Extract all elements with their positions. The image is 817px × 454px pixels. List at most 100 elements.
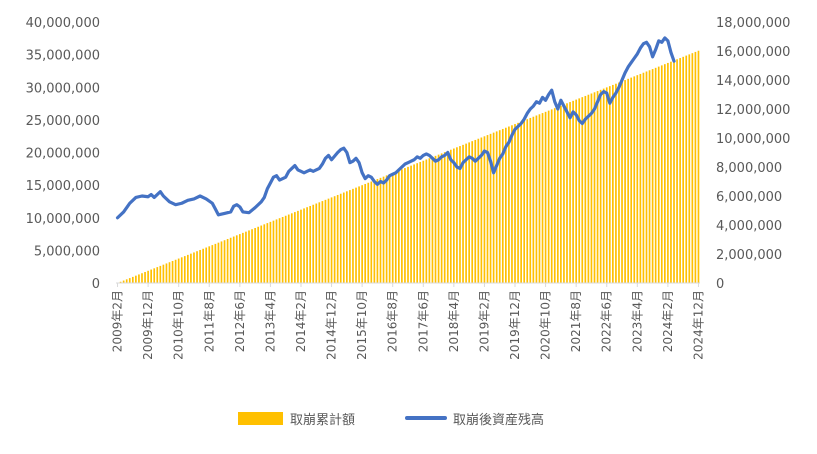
bar [523, 120, 526, 284]
y-right-tick-label: 10,000,000 [716, 132, 790, 147]
bar [141, 273, 143, 283]
bar [119, 281, 122, 283]
bar [232, 236, 235, 283]
bar [630, 77, 633, 283]
bar [397, 170, 400, 283]
y-left-tick-label: 0 [92, 277, 100, 292]
bar [437, 154, 440, 283]
bar [303, 208, 305, 283]
bar [544, 111, 547, 283]
bar [492, 132, 495, 283]
bar [352, 188, 354, 283]
bar [480, 137, 483, 283]
bar [211, 245, 214, 283]
bar [413, 164, 415, 283]
bar [621, 81, 623, 284]
bar [407, 166, 409, 283]
bar [410, 165, 412, 283]
bar [636, 75, 639, 283]
bar [474, 139, 477, 283]
x-tick-label: 2011年8月 [202, 290, 216, 352]
legend-swatch-cumulative [238, 412, 283, 425]
bar [248, 230, 250, 283]
x-tick-label: 2024年2月 [661, 290, 675, 352]
bar [324, 199, 327, 283]
bar [489, 133, 492, 283]
bar [541, 113, 544, 283]
y-left-tick-label: 30,000,000 [26, 81, 100, 96]
legend: 取崩累計額 取崩後資産残高 [238, 412, 544, 428]
bar [608, 86, 611, 283]
bar [428, 158, 431, 283]
y-right-tick-label: 18,000,000 [716, 16, 790, 31]
bar [550, 109, 553, 283]
bar [367, 182, 370, 283]
x-tick-label: 2009年2月 [111, 290, 125, 352]
axis-layer: 0 5,000,000 10,000,000 15,000,000 20,000,000… [26, 16, 791, 360]
bar [391, 172, 394, 283]
bar [168, 262, 171, 283]
bar [520, 121, 522, 284]
bar [563, 104, 565, 283]
bar [664, 64, 666, 283]
bar [321, 201, 324, 283]
bar [171, 260, 174, 283]
bar [422, 160, 425, 283]
bar [135, 275, 137, 283]
bar [593, 92, 596, 283]
bar [364, 183, 367, 283]
bar [697, 50, 700, 284]
y-right-tick-label: 4,000,000 [716, 219, 782, 234]
bar [596, 91, 599, 283]
line-layer [115, 36, 676, 220]
y-right-tick-label: 14,000,000 [716, 74, 790, 89]
bar [358, 186, 360, 283]
bar [648, 70, 651, 284]
bar [654, 67, 657, 283]
bar [196, 251, 198, 283]
x-tick-label: 2023年4月 [630, 290, 644, 352]
bar [361, 185, 363, 283]
bar [306, 207, 308, 283]
bar [190, 253, 192, 283]
bar [566, 103, 568, 283]
bar [514, 124, 516, 283]
bar [294, 212, 296, 283]
bar [177, 258, 180, 283]
bar [526, 119, 529, 283]
bar [651, 69, 654, 283]
bar [275, 219, 278, 283]
bar [446, 150, 449, 283]
bar [440, 153, 443, 283]
bar [355, 187, 357, 283]
bar [465, 143, 467, 283]
bar [315, 203, 318, 283]
bar [205, 247, 208, 283]
bar [419, 161, 422, 283]
bar [498, 130, 501, 283]
bar [312, 204, 315, 283]
bar [202, 248, 204, 283]
bar [125, 279, 128, 283]
y-left-tick-label: 20,000,000 [26, 147, 100, 162]
y-left-tick-label: 15,000,000 [26, 179, 100, 194]
y-left-tick-label: 40,000,000 [26, 16, 100, 31]
legend-label-balance: 取崩後資産残高 [453, 412, 544, 428]
bar [131, 276, 134, 283]
x-tick-label: 2022年6月 [600, 290, 614, 352]
bar [330, 197, 333, 283]
bar [660, 65, 663, 283]
bar [547, 110, 550, 284]
bar [217, 242, 220, 283]
bar [379, 177, 382, 283]
bar [229, 237, 232, 283]
x-tick-label: 2021年8月 [569, 290, 583, 352]
bar [508, 126, 510, 283]
bar [688, 54, 691, 283]
bar [691, 53, 694, 283]
bar [147, 270, 149, 283]
bar [346, 191, 348, 283]
x-tick-label: 2012年6月 [233, 290, 247, 352]
x-tick-label: 2019年2月 [477, 290, 491, 352]
bar [538, 114, 541, 283]
